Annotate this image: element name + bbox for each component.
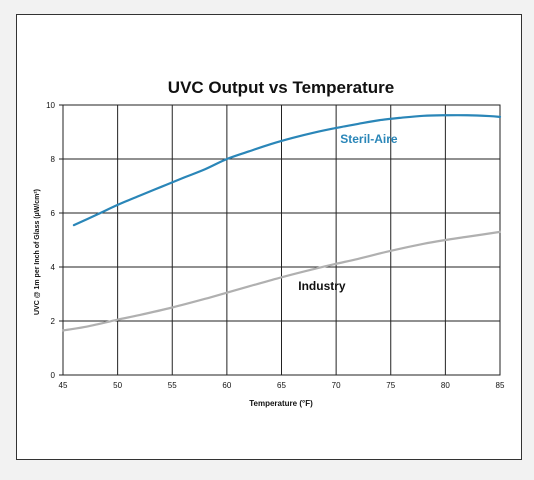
chart-frame: UVC Output vs Temperature 45 50 55 60 65 70 75… — [16, 14, 522, 460]
axes: 45 50 55 60 65 70 75 80 85 0 2 4 6 8 10 — [46, 101, 505, 390]
x-tick-label: 65 — [277, 381, 286, 390]
y-tick-label: 0 — [51, 371, 56, 380]
chart-title: UVC Output vs Temperature — [168, 78, 394, 97]
y-tick-label: 6 — [51, 209, 56, 218]
y-axis-label: UVC @ 1m per Inch of Glass (µW/cm²) — [34, 189, 41, 315]
y-tick-label: 4 — [51, 263, 56, 272]
x-tick-label: 75 — [386, 381, 395, 390]
y-tick-label: 10 — [46, 101, 55, 110]
x-tick-label: 45 — [59, 381, 68, 390]
series-line-steril-aire — [72, 114, 502, 227]
series-lines — [61, 114, 502, 332]
grid — [62, 104, 501, 376]
annotations: Steril-Aire Industry — [298, 132, 398, 293]
x-tick-label: 60 — [222, 381, 231, 390]
x-tick-label: 80 — [441, 381, 450, 390]
y-tick-label: 2 — [51, 317, 56, 326]
x-tick-label: 85 — [496, 381, 505, 390]
x-tick-label: 70 — [332, 381, 341, 390]
annotation-steril-aire: Steril-Aire — [340, 132, 398, 146]
plot-border — [62, 104, 501, 376]
x-axis-label: Temperature (°F) — [249, 399, 313, 408]
y-tick-label: 8 — [51, 155, 56, 164]
annotation-industry: Industry — [298, 279, 346, 293]
x-tick-label: 55 — [168, 381, 177, 390]
x-tick-label: 50 — [113, 381, 122, 390]
series-line-industry — [61, 230, 502, 332]
uvc-chart: UVC Output vs Temperature 45 50 55 60 65 70 75… — [34, 78, 505, 408]
